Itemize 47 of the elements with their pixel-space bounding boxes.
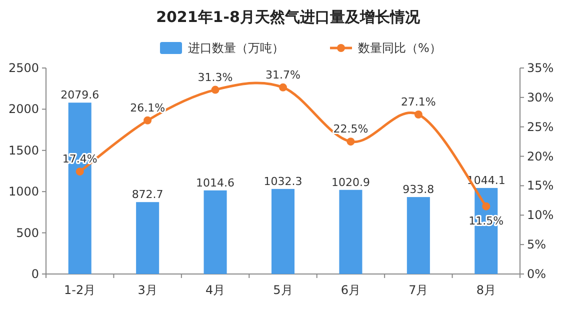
data-label: 2079.6	[60, 88, 100, 102]
y-tick-label: 500	[16, 226, 39, 240]
x-tick-label: 6月	[340, 283, 361, 297]
data-label: 22.5%	[333, 122, 368, 136]
data-label: 26.1%	[130, 101, 166, 114]
y-tick-label: 2500	[8, 61, 39, 75]
y2-tick-label: 5%	[527, 238, 546, 252]
point	[211, 86, 220, 94]
bar	[204, 190, 227, 274]
bar	[339, 190, 362, 274]
legend-label: 数量同比（%）	[358, 41, 442, 55]
x-tick-label: 4月	[205, 283, 226, 297]
bar	[406, 197, 430, 274]
chart-title: 2021年1-8月天然气进口量及增长情况	[156, 8, 421, 26]
y2-tick-label: 25%	[527, 120, 554, 134]
data-label: 31.3%	[198, 70, 233, 84]
y-tick-label: 2000	[8, 102, 39, 116]
x-tick-label: 5月	[273, 283, 293, 297]
y-tick-label: 1500	[8, 143, 39, 158]
point	[144, 116, 152, 124]
x-tick-label: 7月	[408, 283, 428, 297]
point	[414, 110, 422, 118]
point	[76, 168, 84, 176]
point	[279, 83, 287, 92]
y-tick-label: 1000	[8, 184, 39, 199]
y2-tick-label: 30%	[527, 90, 554, 104]
data-label: 933.8	[402, 183, 434, 196]
point	[482, 202, 490, 210]
y-tick-label: 0	[31, 267, 39, 281]
y2-tick-label: 10%	[527, 208, 554, 222]
data-label: 27.1%	[400, 95, 436, 108]
data-label: 31.7%	[266, 68, 300, 82]
x-tick-label: 3月	[138, 283, 158, 297]
y2-tick-label: 20%	[527, 149, 554, 164]
point	[346, 138, 355, 146]
bar	[271, 188, 295, 274]
data-label: 1032.3	[264, 174, 302, 188]
data-label: 1020.9	[331, 176, 370, 189]
data-label: 872.7	[132, 188, 164, 202]
x-tick-label: 1-2月	[64, 283, 96, 297]
x-tick-label: 8月	[476, 283, 496, 297]
y2-tick-label: 15%	[527, 178, 554, 193]
legend-label: 进口数量（万吨）	[188, 41, 284, 55]
data-label: 1014.6	[196, 176, 235, 190]
y2-tick-label: 0%	[527, 267, 546, 281]
y2-tick-label: 35%	[527, 61, 554, 75]
bar	[136, 202, 160, 274]
